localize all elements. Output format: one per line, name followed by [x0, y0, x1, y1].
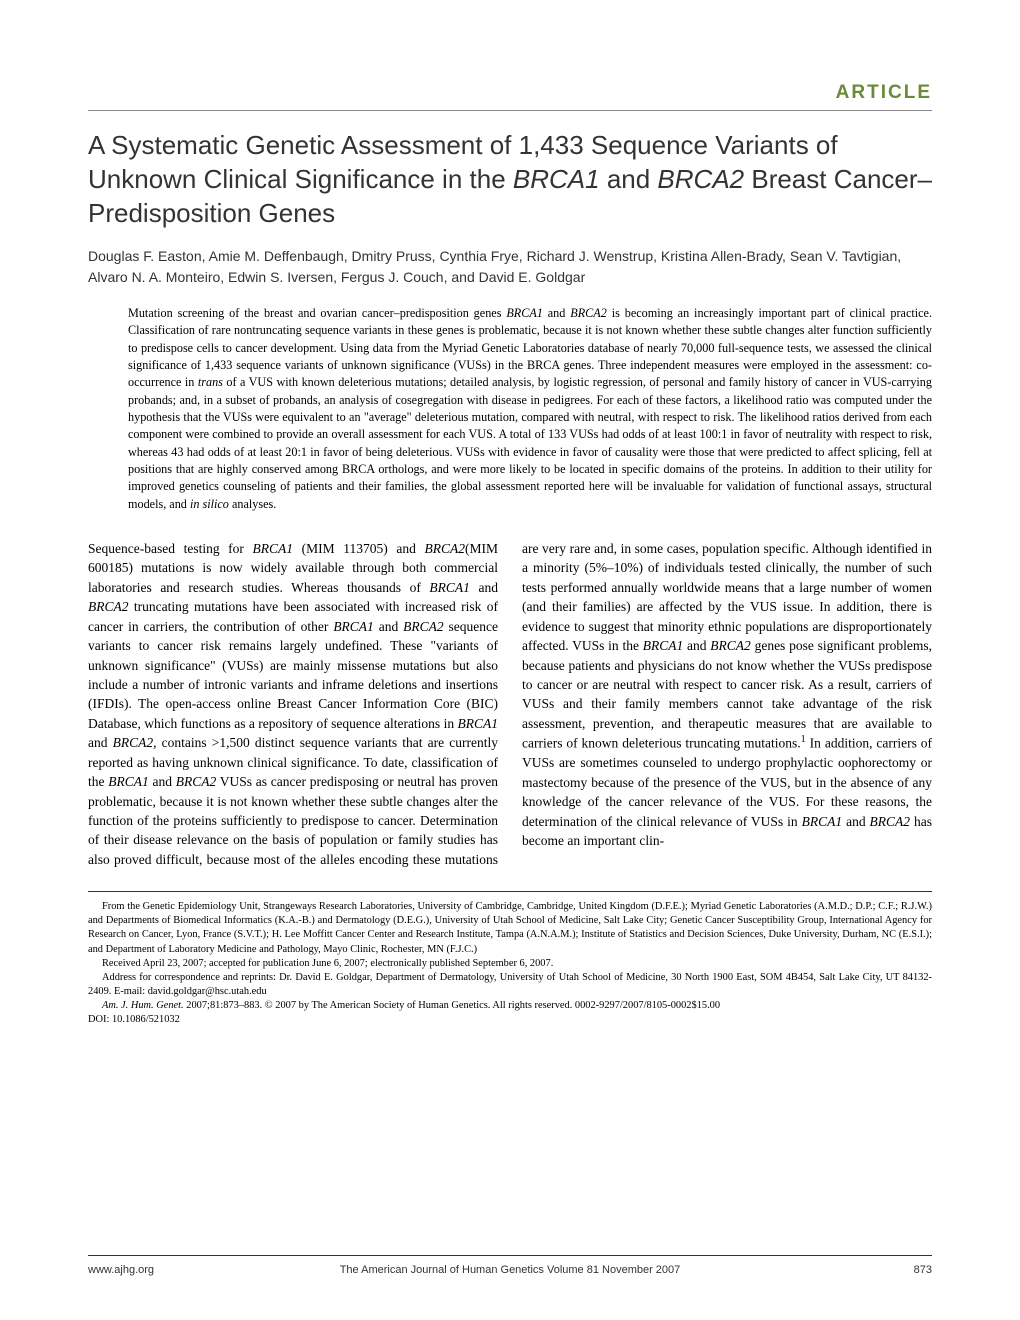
body-gene: BRCA1 — [253, 541, 294, 556]
body-gene: BRCA1 — [108, 774, 149, 789]
footnote-received: Received April 23, 2007; accepted for pu… — [88, 957, 932, 971]
body-text-segment: and — [683, 638, 710, 653]
abstract-text: analyses. — [229, 497, 276, 511]
abstract-text: of a VUS with known deleterious mutation… — [128, 375, 932, 510]
body-text-segment: and — [149, 774, 176, 789]
body-gene: BRCA1 — [333, 619, 374, 634]
abstract-gene: BRCA2 — [570, 306, 607, 320]
footnote-citation-rest: 2007;81:873–883. © 2007 by The American … — [184, 1000, 720, 1011]
body-gene: BRCA1 — [458, 716, 499, 731]
body-gene: BRCA1 — [429, 580, 470, 595]
body-gene: BRCA1 — [802, 814, 843, 829]
body-gene: BRCA2 — [710, 638, 751, 653]
body-text-segment: sequence variants to cancer risk remains… — [88, 619, 498, 731]
abstract-italic: in silico — [190, 497, 229, 511]
footer-journal-info: The American Journal of Human Genetics V… — [340, 1264, 681, 1276]
author-list: Douglas F. Easton, Amie M. Deffenbaugh, … — [88, 246, 932, 287]
title-gene1: BRCA1 — [513, 164, 600, 194]
abstract-text: and — [543, 306, 570, 320]
footnote-correspondence: Address for correspondence and reprints:… — [88, 971, 932, 999]
abstract-gene: BRCA1 — [506, 306, 543, 320]
body-gene: BRCA2 — [870, 814, 911, 829]
footnotes: From the Genetic Epidemiology Unit, Stra… — [88, 900, 932, 1026]
footer-page-number: 873 — [914, 1264, 932, 1276]
body-gene: BRCA2 — [425, 541, 466, 556]
footer-url: www.ajhg.org — [88, 1264, 154, 1276]
abstract-italic: trans — [198, 375, 223, 389]
abstract-text: Mutation screening of the breast and ova… — [128, 306, 506, 320]
footnote-journal: Am. J. Hum. Genet. — [102, 1000, 184, 1011]
page-footer: www.ajhg.org The American Journal of Hum… — [88, 1255, 932, 1276]
header-divider — [88, 110, 932, 111]
footnote-doi: DOI: 10.1086/521032 — [88, 1013, 932, 1027]
body-text-segment: (MIM 113705) and — [293, 541, 424, 556]
body-text-segment: and — [88, 735, 113, 750]
body-text-segment: and — [470, 580, 498, 595]
body-text-segment: and — [842, 814, 869, 829]
footnote-citation: Am. J. Hum. Genet. 2007;81:873–883. © 20… — [88, 999, 932, 1013]
body-gene: BRCA2 — [88, 599, 129, 614]
body-text: Sequence-based testing for BRCA1 (MIM 11… — [88, 539, 932, 869]
article-type-label: ARTICLE — [88, 82, 932, 104]
abstract: Mutation screening of the breast and ova… — [128, 305, 932, 513]
title-part-mid: and — [600, 164, 658, 194]
body-text-segment: and — [374, 619, 403, 634]
body-gene: BRCA2 — [403, 619, 444, 634]
body-text-segment: Sequence-based testing for — [88, 541, 253, 556]
body-gene: BRCA2 — [176, 774, 217, 789]
body-gene: BRCA1 — [643, 638, 684, 653]
footnotes-divider — [88, 891, 932, 892]
body-gene: BRCA2, — [113, 735, 157, 750]
footnote-affiliations: From the Genetic Epidemiology Unit, Stra… — [88, 900, 932, 956]
article-title: A Systematic Genetic Assessment of 1,433… — [88, 129, 932, 230]
body-text-segment: genes pose significant problems, because… — [522, 638, 932, 751]
title-gene2: BRCA2 — [657, 164, 744, 194]
